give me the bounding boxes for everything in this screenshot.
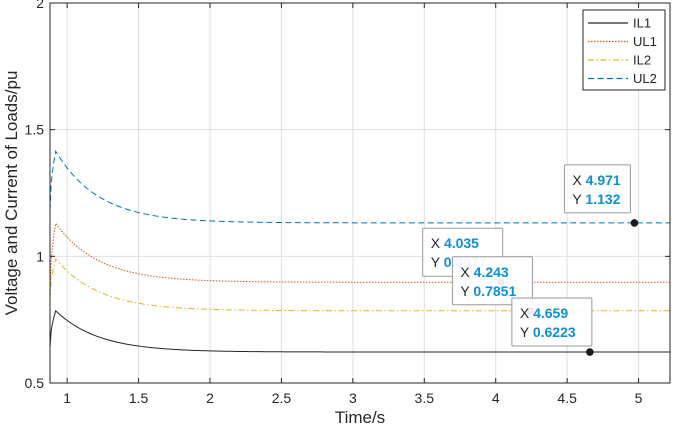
y-axis-title: Voltage and Current of Loads/pu — [2, 71, 21, 316]
data-tip[interactable]: X 4.659 Y 0.6223 — [511, 297, 594, 356]
series-line-ul2 — [49, 149, 670, 224]
x-tick-label: 1.5 — [129, 390, 149, 406]
legend-label: IL1 — [633, 16, 651, 31]
series-line-il1 — [49, 309, 670, 353]
x-tick-label: 4 — [492, 390, 500, 406]
x-tick-label: 4.5 — [557, 390, 577, 406]
data-tip-marker[interactable] — [586, 348, 594, 356]
series-line-ul1 — [49, 222, 670, 292]
x-tick-label: 2 — [206, 390, 214, 406]
legend-label: UL2 — [633, 71, 657, 86]
data-tip-x-text: X 4.035 — [431, 235, 479, 251]
data-tip-box — [451, 256, 533, 306]
y-tick-label: 2 — [36, 0, 44, 11]
x-tick-label: 3 — [349, 390, 357, 406]
x-axis-title: Time/s — [335, 408, 385, 427]
data-tip-y-text: Y 1.132 — [572, 191, 620, 207]
x-tick-label: 1 — [63, 390, 71, 406]
data-tip-x-text: X 4.971 — [572, 172, 620, 188]
data-tip-box — [511, 297, 593, 347]
data-tip[interactable]: X 4.971 Y 1.132 — [563, 164, 639, 227]
data-tip[interactable]: X 4.243 Y 0.7851 — [451, 256, 535, 315]
data-tip-x-text: X 4.659 — [520, 305, 568, 321]
y-tick-label: 0.5 — [25, 375, 45, 391]
tick-marks — [50, 2, 670, 384]
x-tick-label: 2.5 — [272, 390, 292, 406]
x-tick-label: 5 — [635, 390, 643, 406]
plot-frame — [49, 2, 671, 384]
legend-label: UL1 — [633, 34, 657, 49]
data-tip-box — [563, 164, 631, 214]
x-tick-label: 3.5 — [415, 390, 435, 406]
data-tip-y-text: Y 0.6223 — [520, 324, 576, 340]
data-tip-y-text: Y 0.7851 — [460, 283, 516, 299]
legend: IL1 UL1 IL2 UL2 — [582, 9, 666, 91]
tick-labels: 1 1.5 2 2.5 3 3.5 4 4.5 5 0.5 1 1.5 2 — [25, 0, 643, 406]
data-tip-x-text: X 4.243 — [460, 264, 508, 280]
y-tick-label: 1.5 — [25, 122, 45, 138]
y-tick-label: 1 — [36, 248, 44, 264]
legend-label: IL2 — [633, 53, 651, 68]
data-tip-marker[interactable] — [630, 219, 639, 227]
